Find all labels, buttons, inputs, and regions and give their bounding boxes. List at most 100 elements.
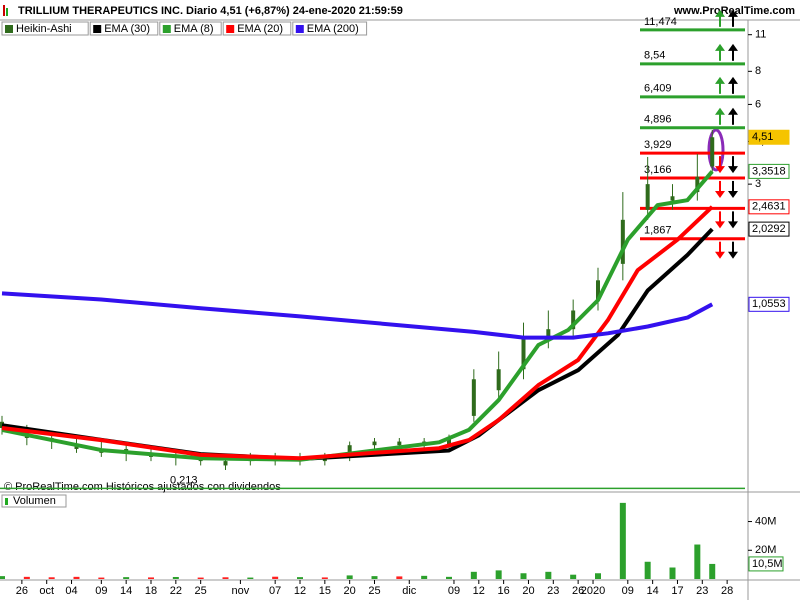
arrow-head <box>715 190 725 198</box>
level-label: 1,867 <box>644 225 672 237</box>
x-tick-label: 20 <box>522 585 534 597</box>
legend-swatch <box>5 25 13 33</box>
x-tick-label: 14 <box>120 585 132 597</box>
y-tick-label: 8 <box>755 65 761 77</box>
volume-bar <box>48 577 55 579</box>
y-tick-label: 40M <box>755 515 776 527</box>
price-marker <box>748 129 790 145</box>
arrow-head <box>715 107 725 115</box>
volume-bar <box>272 576 279 579</box>
legend-label: EMA (8) <box>174 23 214 35</box>
level-label: 8,54 <box>644 50 665 62</box>
legend-box <box>1 494 67 508</box>
volume-bar <box>495 570 502 579</box>
y-tick-label: 20M <box>755 544 776 556</box>
volume-bar <box>0 576 5 579</box>
legend-swatch <box>226 25 235 33</box>
x-tick-label: 12 <box>294 585 306 597</box>
x-tick-label: 28 <box>721 585 733 597</box>
volume-bar <box>644 561 651 579</box>
volume-bar <box>297 577 303 579</box>
volume-marker <box>748 556 784 572</box>
x-tick-label: 17 <box>671 585 683 597</box>
footer: © ProRealTime.com Históricos ajustados c… <box>4 481 281 493</box>
volume-bar <box>570 574 577 579</box>
x-tick-label: 26 <box>16 585 28 597</box>
ema-line <box>1 170 714 462</box>
title-icon <box>3 5 5 16</box>
arrow-head <box>715 166 725 174</box>
arrow-head <box>715 221 725 229</box>
legend-swatch <box>5 498 8 505</box>
x-tick-label: 23 <box>696 585 708 597</box>
x-tick-label: 09 <box>95 585 107 597</box>
legend-box <box>89 21 159 36</box>
candle-body <box>447 438 451 446</box>
arrow-head <box>728 9 738 17</box>
candle-body <box>397 441 402 446</box>
source: www.ProRealTime.com <box>673 5 795 17</box>
x-tick-label: 18 <box>145 585 157 597</box>
candle-body <box>546 329 551 337</box>
volume-bar <box>595 573 601 579</box>
volume-bar <box>669 567 676 579</box>
level-label: 4,896 <box>644 114 672 126</box>
legend-box <box>222 21 292 36</box>
level-label: 6,409 <box>644 83 672 95</box>
volume-bar <box>98 577 105 579</box>
candle-body <box>710 137 715 167</box>
x-tick-label: 14 <box>647 585 659 597</box>
legend-box <box>159 21 222 36</box>
level-label: 0,213 <box>170 474 198 486</box>
level-label: 3,166 <box>644 164 672 176</box>
arrow-head <box>715 251 725 259</box>
ema-line <box>1 291 714 340</box>
ema-line <box>1 205 714 461</box>
y-tick-label: 6 <box>755 98 761 110</box>
candle-body <box>695 176 700 193</box>
volume-bar <box>421 575 428 579</box>
plot-layer: Heikin-Ashi EMA (30) EMA (8) EMA (20) EMA (2… <box>0 9 790 597</box>
arrow-head <box>728 43 738 51</box>
price-marker <box>748 163 790 179</box>
x-tick-label: 09 <box>622 585 634 597</box>
highlight-ellipse <box>707 128 725 172</box>
arrow-head <box>728 190 738 198</box>
arrow-head <box>715 76 725 84</box>
arrow-head <box>728 221 738 229</box>
arrow-head <box>715 43 725 51</box>
volume-bar <box>197 577 204 579</box>
x-tick-label: 07 <box>269 585 281 597</box>
x-tick-label: 22 <box>170 585 182 597</box>
candle-body <box>347 445 352 457</box>
candle-body <box>496 369 501 391</box>
volume-marker-label: 10,5M <box>752 558 783 570</box>
legend-label: Heikin-Ashi <box>16 23 72 35</box>
candle-body <box>471 379 476 416</box>
volume-bar <box>619 502 626 579</box>
candle-body <box>0 421 4 429</box>
y-tick-label: 3 <box>755 178 761 190</box>
candle-body <box>372 441 377 446</box>
x-tick-label: oct <box>39 585 54 597</box>
legend-box <box>1 21 89 36</box>
volume-bar <box>172 576 179 579</box>
candle-body <box>645 184 650 210</box>
price-marker-label: 4,51 <box>752 131 773 143</box>
x-tick-label: 25 <box>368 585 380 597</box>
x-tick-label: 23 <box>547 585 559 597</box>
legend-swatch <box>162 25 171 33</box>
price-marker <box>748 296 790 312</box>
chart-title: TRILLIUM THERAPEUTICS INC. Diario 4,51 (… <box>18 5 403 17</box>
price-marker <box>748 221 790 237</box>
x-tick-label: 20 <box>344 585 356 597</box>
volume-bar <box>446 576 452 579</box>
volume-bar <box>247 577 254 579</box>
volume-bar <box>709 563 716 579</box>
price-marker-label: 1,0553 <box>752 298 786 310</box>
level-label: 3,929 <box>644 139 672 151</box>
level-label: 11,474 <box>644 16 677 28</box>
